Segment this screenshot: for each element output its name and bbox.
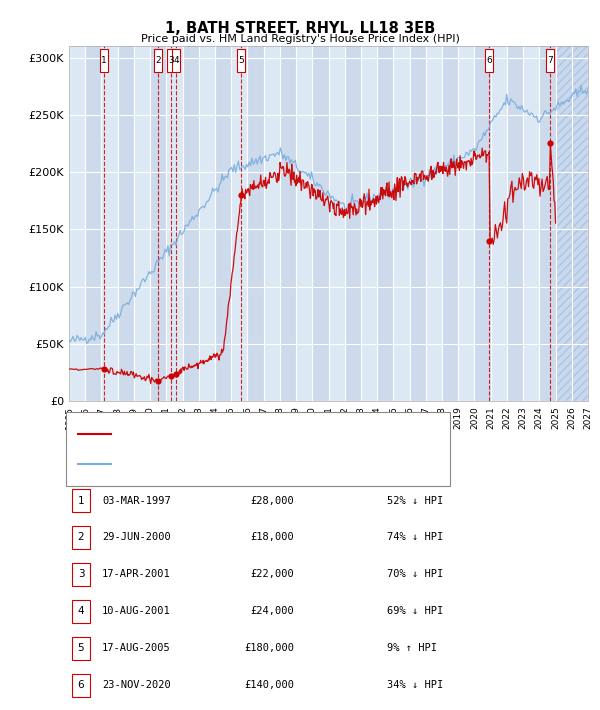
- Bar: [101, 46, 118, 401]
- Bar: [150, 46, 166, 401]
- Text: Price paid vs. HM Land Registry's House Price Index (HPI): Price paid vs. HM Land Registry's House …: [140, 34, 460, 44]
- Bar: [475, 46, 491, 401]
- Bar: [134, 46, 150, 401]
- Bar: [539, 46, 556, 401]
- Text: 10-AUG-2001: 10-AUG-2001: [102, 606, 171, 616]
- FancyBboxPatch shape: [485, 49, 493, 72]
- Text: 1, BATH STREET, RHYL, LL18 3EB: 1, BATH STREET, RHYL, LL18 3EB: [165, 21, 435, 36]
- FancyBboxPatch shape: [547, 49, 554, 72]
- Bar: [361, 46, 377, 401]
- Text: 4: 4: [77, 606, 85, 616]
- Bar: [247, 46, 263, 401]
- Text: 5: 5: [77, 643, 85, 653]
- Text: 74% ↓ HPI: 74% ↓ HPI: [387, 532, 443, 542]
- Text: 9% ↑ HPI: 9% ↑ HPI: [387, 643, 437, 653]
- Text: £140,000: £140,000: [244, 680, 294, 690]
- Text: 29-JUN-2000: 29-JUN-2000: [102, 532, 171, 542]
- Text: 7: 7: [547, 56, 553, 65]
- FancyBboxPatch shape: [167, 49, 175, 72]
- Text: 17-APR-2001: 17-APR-2001: [102, 569, 171, 579]
- Text: 70% ↓ HPI: 70% ↓ HPI: [387, 569, 443, 579]
- Text: 17-AUG-2005: 17-AUG-2005: [102, 643, 171, 653]
- Bar: [394, 46, 410, 401]
- FancyBboxPatch shape: [238, 49, 245, 72]
- Text: 6: 6: [486, 56, 492, 65]
- Bar: [345, 46, 361, 401]
- Text: 1, BATH STREET, RHYL, LL18 3EB (detached house): 1, BATH STREET, RHYL, LL18 3EB (detached…: [117, 430, 373, 439]
- Bar: [556, 46, 588, 401]
- Bar: [166, 46, 182, 401]
- Bar: [280, 46, 296, 401]
- Text: 3: 3: [168, 56, 174, 65]
- Bar: [523, 46, 539, 401]
- Text: £24,000: £24,000: [250, 606, 294, 616]
- Text: 69% ↓ HPI: 69% ↓ HPI: [387, 606, 443, 616]
- Text: 1: 1: [101, 56, 107, 65]
- Bar: [296, 46, 312, 401]
- Bar: [572, 46, 588, 401]
- Bar: [69, 46, 85, 401]
- Text: 5: 5: [239, 56, 244, 65]
- Bar: [118, 46, 134, 401]
- Text: 52% ↓ HPI: 52% ↓ HPI: [387, 496, 443, 506]
- Bar: [458, 46, 475, 401]
- Bar: [199, 46, 215, 401]
- Bar: [491, 46, 507, 401]
- Text: £28,000: £28,000: [250, 496, 294, 506]
- Bar: [329, 46, 345, 401]
- Bar: [312, 46, 329, 401]
- Bar: [182, 46, 199, 401]
- FancyBboxPatch shape: [154, 49, 162, 72]
- Bar: [263, 46, 280, 401]
- Text: 23-NOV-2020: 23-NOV-2020: [102, 680, 171, 690]
- Bar: [426, 46, 442, 401]
- Text: £18,000: £18,000: [250, 532, 294, 542]
- Text: 1: 1: [77, 496, 85, 506]
- Bar: [442, 46, 458, 401]
- Bar: [377, 46, 394, 401]
- Bar: [215, 46, 231, 401]
- Text: 34% ↓ HPI: 34% ↓ HPI: [387, 680, 443, 690]
- Text: £180,000: £180,000: [244, 643, 294, 653]
- Bar: [85, 46, 101, 401]
- Text: HPI: Average price, detached house, Denbighshire: HPI: Average price, detached house, Denb…: [117, 459, 368, 469]
- FancyBboxPatch shape: [172, 49, 180, 72]
- Text: 4: 4: [173, 56, 179, 65]
- Bar: [507, 46, 523, 401]
- Bar: [556, 46, 572, 401]
- Text: 03-MAR-1997: 03-MAR-1997: [102, 496, 171, 506]
- Text: 3: 3: [77, 569, 85, 579]
- Text: 2: 2: [77, 532, 85, 542]
- Text: 6: 6: [77, 680, 85, 690]
- Bar: [410, 46, 426, 401]
- Text: £22,000: £22,000: [250, 569, 294, 579]
- FancyBboxPatch shape: [100, 49, 108, 72]
- Text: 2: 2: [155, 56, 161, 65]
- Bar: [231, 46, 247, 401]
